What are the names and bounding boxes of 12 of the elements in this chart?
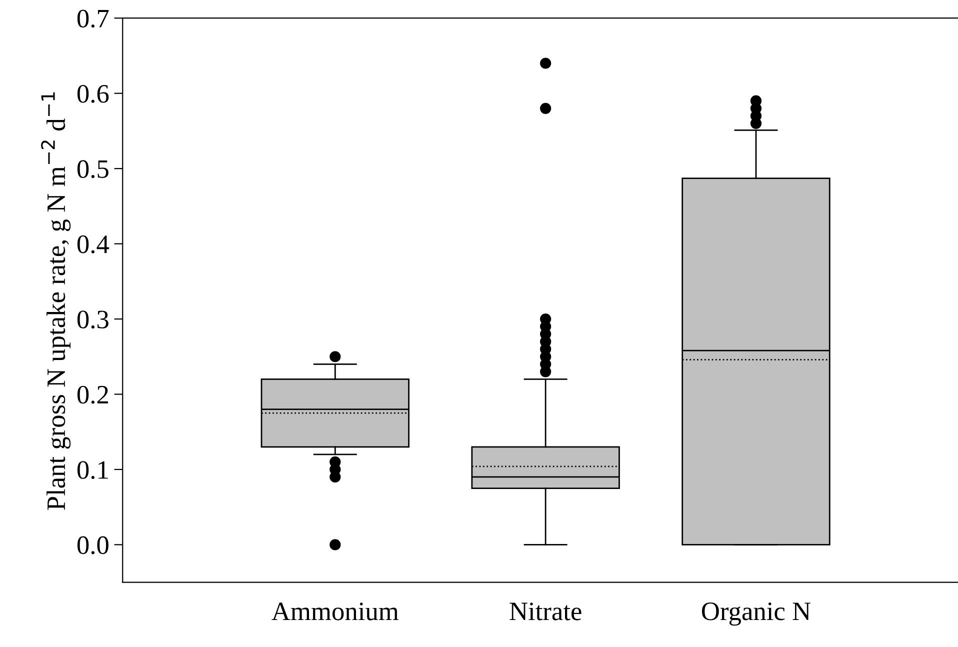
y-axis-title: Plant gross N uptake rate, g N m$^{−2}$ d$^{−1}$ — [41, 92, 71, 510]
y-tick-label: 0.5 — [77, 160, 108, 178]
y-tick-label: 0.1 — [77, 461, 108, 479]
y-tick-label: 0.2 — [77, 386, 108, 404]
y-tick-label: 0.7 — [77, 10, 109, 28]
x-tick-label: Organic N — [702, 602, 810, 626]
x-tick-label: Ammonium — [272, 602, 399, 620]
y-tick-label: 0.0 — [77, 536, 108, 554]
y-tick-label: 0.6 — [77, 84, 109, 103]
x-tick-label: Nitrate — [510, 602, 582, 620]
y-tick-label: 0.3 — [77, 310, 108, 329]
y-tick-label: 0.4 — [77, 235, 110, 254]
